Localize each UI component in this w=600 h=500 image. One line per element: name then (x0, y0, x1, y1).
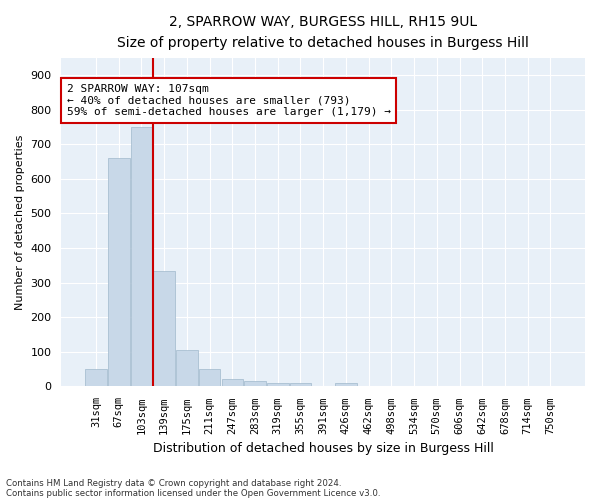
Y-axis label: Number of detached properties: Number of detached properties (15, 134, 25, 310)
Text: Contains HM Land Registry data © Crown copyright and database right 2024.: Contains HM Land Registry data © Crown c… (6, 478, 341, 488)
Bar (267, 383, 289, 386)
Bar (244, 382, 266, 386)
Text: 2 SPARROW WAY: 107sqm
← 40% of detached houses are smaller (793)
59% of semi-det: 2 SPARROW WAY: 107sqm ← 40% of detached … (67, 84, 391, 117)
Bar (199, 369, 220, 386)
Bar (108, 158, 130, 386)
Bar (154, 270, 175, 386)
Bar (131, 127, 152, 386)
X-axis label: Distribution of detached houses by size in Burgess Hill: Distribution of detached houses by size … (153, 442, 494, 455)
Bar (85, 369, 107, 386)
Text: Contains public sector information licensed under the Open Government Licence v3: Contains public sector information licen… (6, 488, 380, 498)
Bar (290, 383, 311, 386)
Bar (221, 379, 243, 386)
Bar (176, 350, 197, 387)
Bar (335, 383, 357, 386)
Title: 2, SPARROW WAY, BURGESS HILL, RH15 9UL
Size of property relative to detached hou: 2, SPARROW WAY, BURGESS HILL, RH15 9UL S… (117, 15, 529, 50)
